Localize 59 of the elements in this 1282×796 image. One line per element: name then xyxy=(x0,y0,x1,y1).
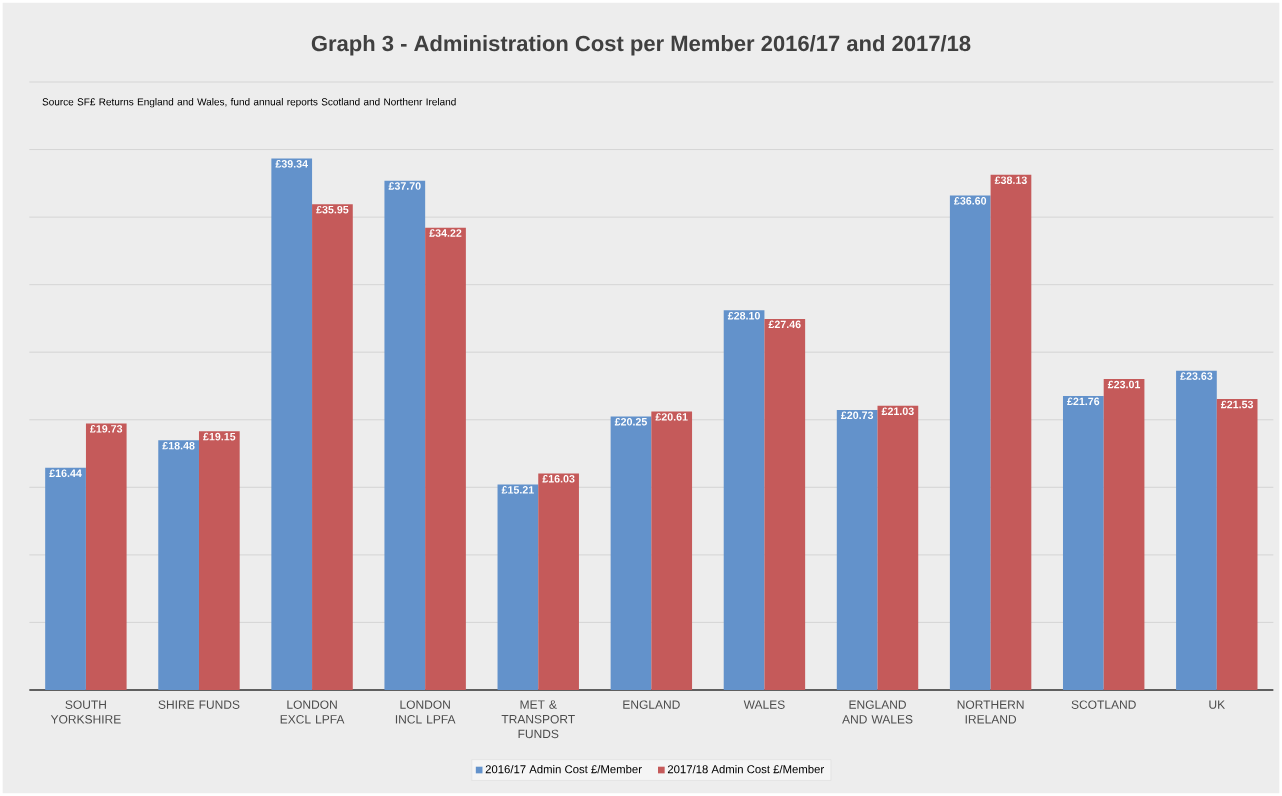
data-label: £39.34 xyxy=(275,160,308,168)
bar xyxy=(85,423,127,690)
bar xyxy=(1103,379,1145,690)
x-tick-label: SHIRE FUNDS xyxy=(158,700,240,709)
bar xyxy=(1216,399,1258,690)
bar xyxy=(538,473,579,690)
data-label: £19.73 xyxy=(90,425,123,433)
data-label: £20.61 xyxy=(655,413,688,421)
data-label: £36.60 xyxy=(954,197,987,205)
bar xyxy=(836,409,878,690)
x-tick-label: ENGLAND AND WALES xyxy=(842,700,913,724)
bar xyxy=(45,467,86,690)
bar xyxy=(877,405,919,690)
data-label: £23.63 xyxy=(1180,372,1213,380)
data-label: £34.22 xyxy=(429,229,462,237)
data-label: £23.01 xyxy=(1107,380,1141,389)
legend-label: 2016/17 Admin Cost £/Member xyxy=(485,764,642,774)
x-tick-label: SOUTH YORKSHIRE xyxy=(50,700,121,724)
x-tick-label: UK xyxy=(1209,700,1225,709)
data-label: £21.53 xyxy=(1220,400,1254,409)
x-tick-label: WALES xyxy=(743,700,785,709)
x-tick-label: ENGLAND xyxy=(623,700,680,709)
x-tick-label: MET & TRANSPORT FUNDS xyxy=(501,700,575,739)
data-label: £38.13 xyxy=(994,176,1027,184)
bar xyxy=(384,180,426,690)
bar xyxy=(610,416,652,690)
x-tick-label: LONDON EXCL LPFA xyxy=(280,700,345,724)
data-label: £21.76 xyxy=(1067,397,1100,406)
bar xyxy=(949,195,991,690)
bar xyxy=(497,484,539,690)
legend-label: 2017/18 Admin Cost £/Member xyxy=(667,764,824,774)
data-label: £20.25 xyxy=(614,418,647,426)
bar xyxy=(425,227,466,690)
data-label: £18.48 xyxy=(162,441,195,450)
data-label: £37.70 xyxy=(388,182,421,190)
bar xyxy=(990,174,1032,690)
bar xyxy=(198,431,240,690)
bar xyxy=(764,318,806,690)
x-tick-label: LONDON INCL LPFA xyxy=(395,700,456,724)
data-label: £16.44 xyxy=(49,469,82,478)
bar xyxy=(1176,370,1217,690)
x-tick-label: SCOTLAND xyxy=(1071,700,1136,709)
bar xyxy=(271,158,313,690)
bar xyxy=(723,310,765,690)
data-label: £21.03 xyxy=(881,407,914,416)
data-label: £15.21 xyxy=(501,486,534,494)
data-label: £19.15 xyxy=(203,432,236,441)
bar xyxy=(651,411,693,690)
chart-title: Graph 3 - Administration Cost per Member 2016/17 and 2017/18 xyxy=(311,35,971,56)
annotation: Source SF£ Returns England and Wales, fund annual reports Scotland and Northenr Ireland xyxy=(42,98,456,108)
data-label: £27.46 xyxy=(768,320,801,329)
data-label: £16.03 xyxy=(542,475,575,483)
data-label: £28.10 xyxy=(727,311,760,320)
bar xyxy=(312,204,353,690)
bar xyxy=(1062,395,1104,690)
x-tick-label: NORTHERN IRELAND xyxy=(957,700,1024,724)
data-label: £20.73 xyxy=(840,411,874,420)
data-label: £35.95 xyxy=(316,205,349,214)
bar xyxy=(158,440,199,690)
